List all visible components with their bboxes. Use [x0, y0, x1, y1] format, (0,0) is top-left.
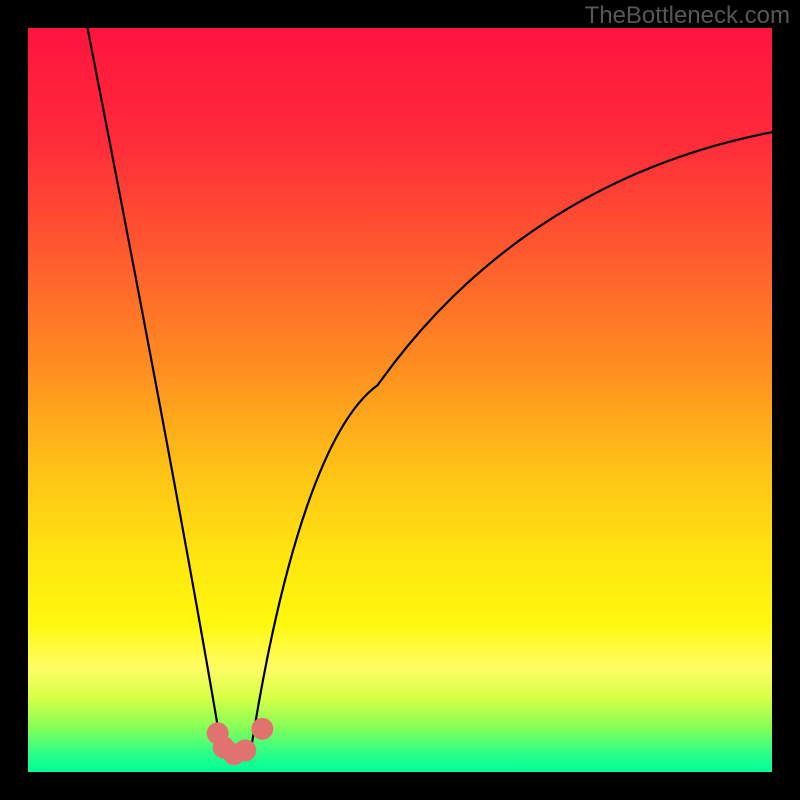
watermark-label: TheBottleneck.com [585, 2, 790, 30]
chart-wrapper: TheBottleneck.com [0, 0, 800, 800]
plot-area [28, 28, 772, 772]
bottleneck-chart [0, 0, 800, 800]
valley-marker [251, 718, 273, 740]
valley-marker [234, 739, 256, 761]
